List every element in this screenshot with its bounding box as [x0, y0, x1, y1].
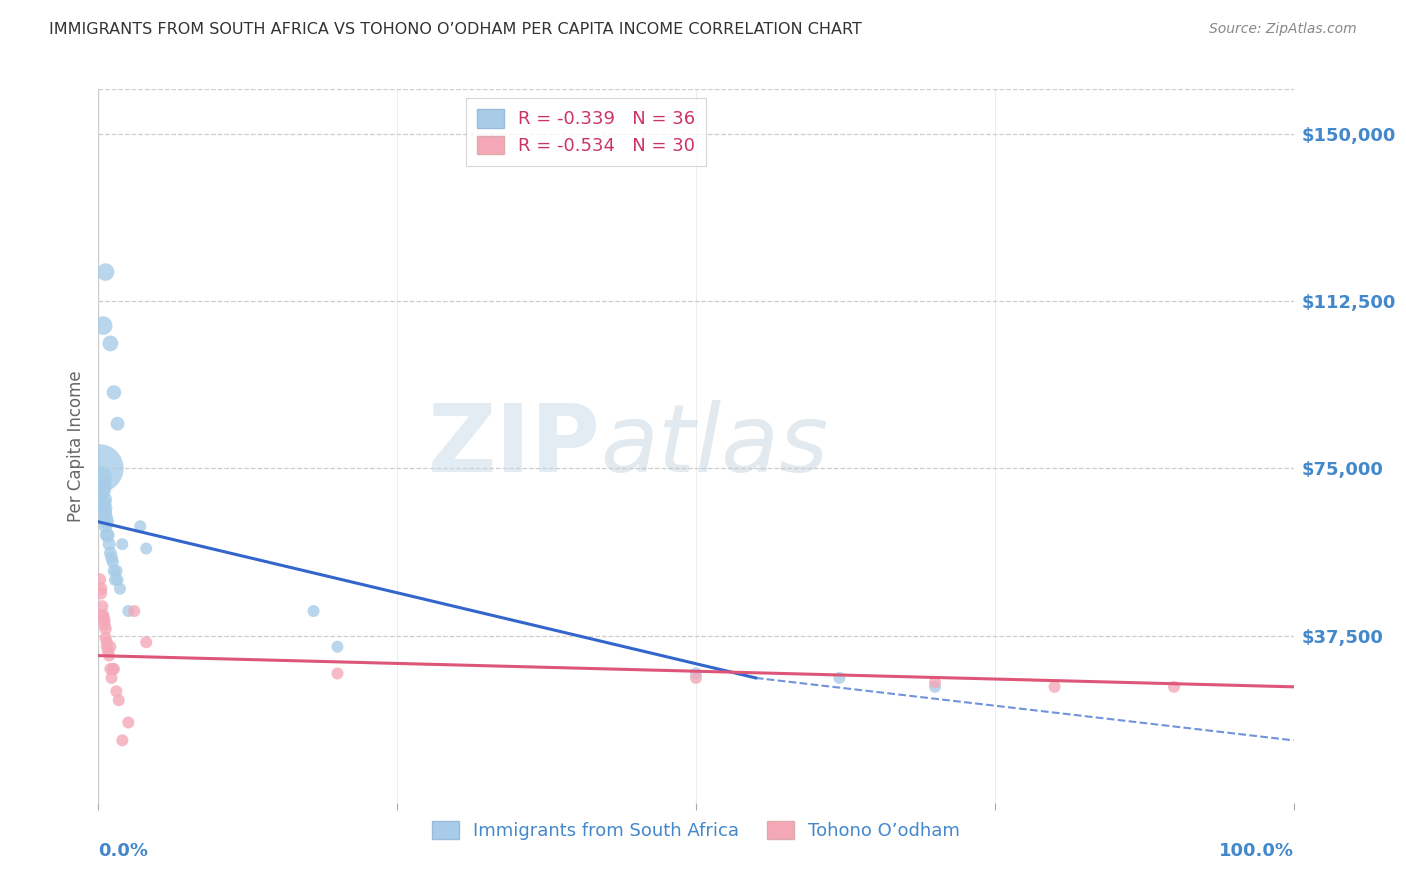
Point: [94, 631, 117, 645]
Point: [91, 608, 114, 623]
Point: [91, 492, 114, 507]
Text: atlas: atlas: [600, 401, 828, 491]
Point: [124, 604, 146, 618]
Point: [91, 479, 114, 493]
Point: [100, 671, 122, 685]
Point: [91, 483, 114, 498]
Point: [91, 318, 114, 333]
Point: [96, 640, 118, 654]
Point: [129, 519, 152, 533]
Point: [108, 582, 131, 596]
Point: [98, 662, 122, 676]
Point: [97, 644, 120, 658]
Point: [111, 537, 134, 551]
Point: [326, 640, 349, 654]
Point: [91, 608, 114, 623]
Point: [924, 680, 946, 694]
Point: [98, 648, 121, 663]
Point: [107, 417, 129, 431]
Point: [101, 555, 124, 569]
Point: [103, 385, 125, 400]
Point: [105, 684, 128, 698]
Point: [105, 564, 128, 578]
Point: [1043, 680, 1066, 694]
Point: [107, 693, 129, 707]
Legend: Immigrants from South Africa, Tohono O’odham: Immigrants from South Africa, Tohono O’o…: [425, 814, 967, 847]
Point: [117, 715, 139, 730]
Point: [302, 604, 325, 618]
Y-axis label: Per Capita Income: Per Capita Income: [66, 370, 84, 522]
Text: ZIP: ZIP: [427, 400, 600, 492]
Point: [94, 622, 117, 636]
Point: [326, 666, 349, 681]
Point: [107, 573, 129, 587]
Point: [93, 613, 115, 627]
Point: [135, 635, 157, 649]
Point: [98, 537, 121, 551]
Point: [104, 573, 127, 587]
Text: Source: ZipAtlas.com: Source: ZipAtlas.com: [1209, 22, 1357, 37]
Point: [90, 586, 112, 600]
Point: [100, 550, 122, 565]
Point: [828, 671, 851, 685]
Point: [924, 675, 946, 690]
Point: [685, 671, 707, 685]
Point: [98, 546, 122, 560]
Point: [97, 528, 120, 542]
Point: [93, 501, 115, 516]
Point: [94, 265, 117, 279]
Point: [98, 640, 122, 654]
Point: [685, 666, 707, 681]
Point: [96, 635, 118, 649]
Point: [90, 582, 112, 596]
Point: [101, 662, 124, 676]
Point: [94, 519, 117, 533]
Point: [103, 564, 125, 578]
Text: 0.0%: 0.0%: [98, 842, 149, 860]
Point: [96, 515, 118, 529]
Point: [91, 497, 114, 511]
Point: [96, 528, 118, 542]
Point: [103, 662, 125, 676]
Text: IMMIGRANTS FROM SOUTH AFRICA VS TOHONO O’ODHAM PER CAPITA INCOME CORRELATION CHA: IMMIGRANTS FROM SOUTH AFRICA VS TOHONO O…: [49, 22, 862, 37]
Point: [1163, 680, 1185, 694]
Point: [90, 470, 112, 484]
Point: [93, 617, 115, 632]
Point: [135, 541, 157, 556]
Point: [117, 604, 139, 618]
Point: [98, 336, 122, 351]
Point: [93, 506, 115, 520]
Text: 100.0%: 100.0%: [1219, 842, 1294, 860]
Point: [91, 599, 114, 614]
Point: [89, 461, 111, 475]
Point: [111, 733, 134, 747]
Point: [94, 510, 117, 524]
Point: [89, 573, 111, 587]
